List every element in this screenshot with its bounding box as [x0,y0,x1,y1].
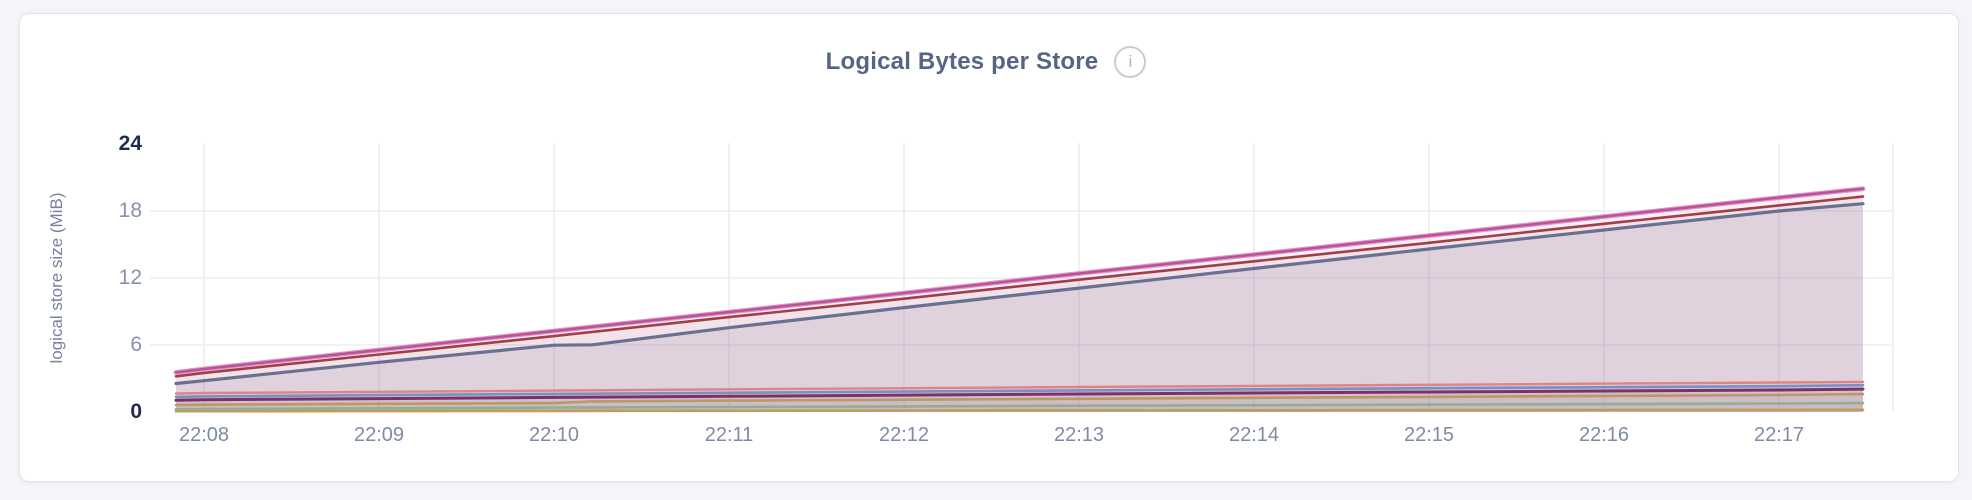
x-tick-label-22:11: 22:11 [704,424,754,446]
y-tick-label-0: 0 [130,400,142,423]
series-lines [173,186,1866,413]
series-line-blue [174,383,1865,399]
series-line-brown [174,408,1865,413]
y-tick-label-6: 6 [130,333,142,356]
x-tick-label-22:10: 22:10 [528,424,580,446]
x-tick-label-22:16: 22:16 [1578,424,1630,446]
y-tick-label-12: 12 [118,266,142,289]
x-tick-label-22:15: 22:15 [1403,424,1455,446]
series-line-plum [174,387,1865,402]
series-line-slate [174,202,1865,386]
x-tick-label-22:08: 22:08 [178,424,230,446]
chart-header: Logical Bytes per Store i [0,46,1972,78]
series-line-green [174,401,1865,411]
info-icon-glyph: i [1128,52,1133,71]
x-tick-label-22:14: 22:14 [1228,424,1280,446]
x-tick-label-22:13: 22:13 [1053,424,1105,446]
x-tick-label-22:17: 22:17 [1753,424,1805,446]
y-axis-title: logical store size (MiB) [47,192,66,364]
y-tick-label-24: 24 [118,132,142,155]
series-area-slate [176,203,1863,412]
chart-title: Logical Bytes per Store [825,48,1099,75]
series-area-pink [176,188,1863,412]
info-icon[interactable]: i [1114,46,1147,78]
y-tick-label-18: 18 [118,199,142,222]
series-line-maroon [174,195,1865,378]
x-tick-label-22:09: 22:09 [353,424,405,446]
series-line-pink [174,187,1865,374]
series-area-maroon [176,196,1863,412]
x-tick-label-22:12: 22:12 [878,424,930,446]
series-line-salmon [174,380,1865,395]
series-line-tan [174,392,1865,407]
